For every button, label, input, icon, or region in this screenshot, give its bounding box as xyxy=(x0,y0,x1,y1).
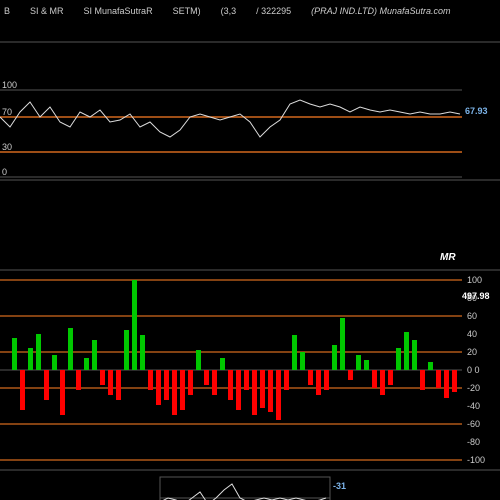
y-label: 100 xyxy=(2,80,17,90)
mr-bar xyxy=(172,370,177,415)
mr-bar xyxy=(284,370,289,390)
panel1-current-value: 67.93 xyxy=(465,106,488,116)
header-si-mr: SI & MR xyxy=(30,6,64,16)
y-label-right: 60 xyxy=(467,311,477,321)
mr-bar xyxy=(268,370,273,412)
mr-bar xyxy=(108,370,113,395)
mr-bar xyxy=(68,328,73,370)
mr-bar xyxy=(316,370,321,395)
chart-header: B SI & MR SI MunafaSutraR SETM) (3,3 / 3… xyxy=(0,0,500,22)
header-code: / 322295 xyxy=(256,6,291,16)
header-setm: SETM) xyxy=(173,6,201,16)
mr-bar xyxy=(404,332,409,370)
mr-bar xyxy=(180,370,185,410)
mr-bar xyxy=(324,370,329,390)
mr-bar xyxy=(364,360,369,370)
rsi-line xyxy=(0,100,460,137)
mr-bar xyxy=(60,370,65,415)
mr-bar xyxy=(420,370,425,390)
mr-bar xyxy=(52,355,57,370)
mr-bar xyxy=(28,348,33,370)
mr-bar xyxy=(300,352,305,370)
y-label: 0 xyxy=(2,167,7,177)
chart-svg: 1007030067.93100806040200 0-20-40-60-80-… xyxy=(0,22,500,500)
header-company: (PRAJ IND.LTD) MunafaSutra.com xyxy=(311,6,450,16)
mr-bar xyxy=(444,370,449,398)
mr-bar xyxy=(292,335,297,370)
y-label-right: -80 xyxy=(467,437,480,447)
mr-bar xyxy=(100,370,105,385)
mr-bar xyxy=(356,355,361,370)
mr-bar xyxy=(380,370,385,395)
mr-bar xyxy=(20,370,25,410)
mr-bar xyxy=(116,370,121,400)
y-label-right: 20 xyxy=(467,347,477,357)
mr-bar xyxy=(196,350,201,370)
y-label-right: -100 xyxy=(467,455,485,465)
panel2-current-value: 497.98 xyxy=(462,291,490,301)
mr-bar xyxy=(156,370,161,405)
header-si-ms: SI MunafaSutraR xyxy=(84,6,153,16)
mr-bar xyxy=(340,318,345,370)
mr-bar xyxy=(244,370,249,390)
mr-bar xyxy=(164,370,169,400)
header-val1: (3,3 xyxy=(221,6,237,16)
mr-bar xyxy=(412,340,417,370)
mr-bar xyxy=(396,348,401,370)
mr-bar xyxy=(260,370,265,408)
mr-bar xyxy=(44,370,49,400)
y-label-right: 0 0 xyxy=(467,365,480,375)
header-b: B xyxy=(4,6,10,16)
panel2-label: MR xyxy=(440,252,456,263)
y-label: 30 xyxy=(2,142,12,152)
mr-bar xyxy=(276,370,281,420)
mr-bar xyxy=(252,370,257,415)
mr-bar xyxy=(436,370,441,388)
mr-bar xyxy=(148,370,153,390)
mr-bar xyxy=(236,370,241,410)
mr-bar xyxy=(212,370,217,395)
mr-bar xyxy=(92,340,97,370)
y-label: 70 xyxy=(2,107,12,117)
mini-val-top: -31 xyxy=(333,481,346,491)
mr-bar xyxy=(332,345,337,370)
mr-bar xyxy=(228,370,233,400)
y-label-right: -40 xyxy=(467,401,480,411)
mr-bar xyxy=(428,362,433,370)
mr-bar xyxy=(204,370,209,385)
mr-bar xyxy=(220,358,225,370)
mr-bar xyxy=(388,370,393,385)
mr-bar xyxy=(132,280,137,370)
chart-container: B SI & MR SI MunafaSutraR SETM) (3,3 / 3… xyxy=(0,0,500,500)
mr-bar xyxy=(12,338,17,370)
mr-bar xyxy=(84,358,89,370)
mr-bar xyxy=(372,370,377,388)
mr-bar xyxy=(124,330,129,370)
mr-bar xyxy=(452,370,457,392)
mr-bar xyxy=(76,370,81,390)
mini-panel-box xyxy=(160,477,330,500)
mr-bar xyxy=(140,335,145,370)
mr-bar xyxy=(308,370,313,385)
y-label-right: -20 xyxy=(467,383,480,393)
y-label-right: -60 xyxy=(467,419,480,429)
mr-bar xyxy=(348,370,353,380)
mr-bar xyxy=(188,370,193,395)
y-label-right: 40 xyxy=(467,329,477,339)
y-label-right: 100 xyxy=(467,275,482,285)
mr-bar xyxy=(36,334,41,370)
